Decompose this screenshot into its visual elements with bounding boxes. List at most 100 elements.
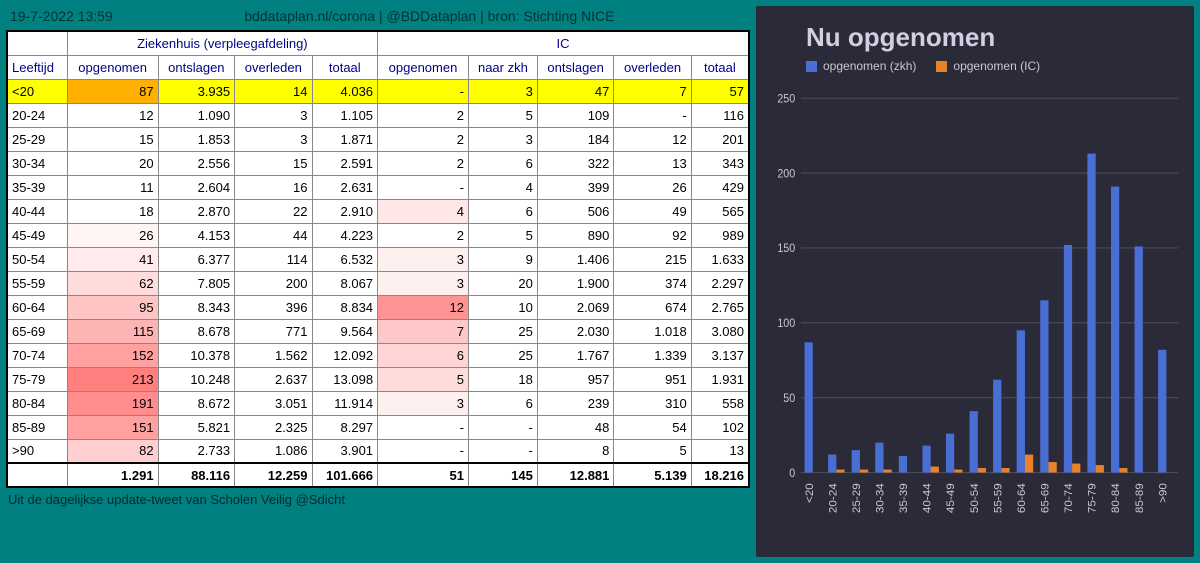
svg-text:150: 150	[777, 243, 795, 256]
cell-value: 8.297	[312, 415, 378, 439]
cell-value: 890	[537, 223, 614, 247]
table-row: 80-841918.6723.05111.91436239310558	[7, 391, 749, 415]
cell-value: 44	[235, 223, 312, 247]
table-row: 50-54416.3771146.532391.4062151.633	[7, 247, 749, 271]
bar	[931, 467, 939, 473]
cell-value: 2.870	[158, 199, 235, 223]
cell-value: 2.297	[691, 271, 749, 295]
table-row: 70-7415210.3781.56212.0926251.7671.3393.…	[7, 343, 749, 367]
cell-value: -	[378, 175, 469, 199]
bar	[1087, 154, 1095, 473]
cell-value: 8.343	[158, 295, 235, 319]
cell-value: 565	[691, 199, 749, 223]
cell-value: 9.564	[312, 319, 378, 343]
cell-value: 109	[537, 103, 614, 127]
cell-value: 2.733	[158, 439, 235, 463]
cell-value: 343	[691, 151, 749, 175]
bar	[828, 455, 836, 473]
left-panel: 19-7-2022 13:59 bddataplan.nl/corona | @…	[6, 6, 750, 557]
cell-age: >90	[7, 439, 67, 463]
table-row: 45-49264.153444.2232589092989	[7, 223, 749, 247]
svg-text:60-64: 60-64	[1016, 483, 1027, 513]
cell-value: 1.767	[537, 343, 614, 367]
cell-value: 310	[614, 391, 691, 415]
group-ic: IC	[378, 31, 749, 55]
cell-value: -	[614, 103, 691, 127]
cell-value: 5	[378, 367, 469, 391]
table-row: 85-891515.8212.3258.297--4854102	[7, 415, 749, 439]
cell-value: 6	[468, 391, 537, 415]
cell-value: 15	[235, 151, 312, 175]
table-row: <20873.935144.036-347757	[7, 79, 749, 103]
table-row: 35-39112.604162.631-439926429	[7, 175, 749, 199]
col-ic-died: overleden	[614, 55, 691, 79]
cell-value: 3.901	[312, 439, 378, 463]
cell-value: 1.090	[158, 103, 235, 127]
cell-age: 25-29	[7, 127, 67, 151]
cell-value: 322	[537, 151, 614, 175]
cell-value: 13.098	[312, 367, 378, 391]
cell-age	[7, 463, 67, 487]
cell-value: 8.678	[158, 319, 235, 343]
svg-text:30-34: 30-34	[875, 483, 886, 513]
cell-value: 2.556	[158, 151, 235, 175]
svg-text:50-54: 50-54	[969, 483, 980, 513]
col-h-died: overleden	[235, 55, 312, 79]
cell-value: 200	[235, 271, 312, 295]
cell-age: 85-89	[7, 415, 67, 439]
cell-age: 55-59	[7, 271, 67, 295]
cell-value: 184	[537, 127, 614, 151]
cell-value: 674	[614, 295, 691, 319]
cell-value: 47	[537, 79, 614, 103]
cell-age: 65-69	[7, 319, 67, 343]
cell-value: 8.834	[312, 295, 378, 319]
cell-value: 25	[468, 319, 537, 343]
cell-age: 70-74	[7, 343, 67, 367]
cell-value: 57	[691, 79, 749, 103]
cell-value: 49	[614, 199, 691, 223]
cell-value: 62	[67, 271, 158, 295]
cell-age: 40-44	[7, 199, 67, 223]
cell-value: 2	[378, 151, 469, 175]
legend-swatch	[806, 61, 817, 72]
svg-text:50: 50	[783, 393, 795, 406]
header-bar: 19-7-2022 13:59 bddataplan.nl/corona | @…	[6, 6, 750, 30]
cell-age: 60-64	[7, 295, 67, 319]
cell-value: 26	[614, 175, 691, 199]
cell-value: 20	[468, 271, 537, 295]
cell-value: 2	[378, 223, 469, 247]
cell-value: 3	[468, 79, 537, 103]
cell-value: 396	[235, 295, 312, 319]
table-row: 40-44182.870222.9104650649565	[7, 199, 749, 223]
cell-value: 1.633	[691, 247, 749, 271]
col-ic-to-hosp: naar zkh	[468, 55, 537, 79]
source-line: bddataplan.nl/corona | @BDDataplan | bro…	[113, 8, 746, 24]
cell-value: 115	[67, 319, 158, 343]
cell-value: 4.223	[312, 223, 378, 247]
cell-value: 1.853	[158, 127, 235, 151]
cell-value: 145	[468, 463, 537, 487]
bar	[884, 470, 892, 473]
cell-value: 101.666	[312, 463, 378, 487]
cell-value: 5	[468, 223, 537, 247]
cell-age: 30-34	[7, 151, 67, 175]
cell-value: 92	[614, 223, 691, 247]
cell-value: 3.051	[235, 391, 312, 415]
table-row: 65-691158.6787719.5647252.0301.0183.080	[7, 319, 749, 343]
group-hospital: Ziekenhuis (verpleegafdeling)	[67, 31, 377, 55]
cell-value: 2	[378, 127, 469, 151]
cell-value: 152	[67, 343, 158, 367]
cell-value: 13	[691, 439, 749, 463]
bar	[993, 380, 1001, 473]
cell-value: -	[378, 79, 469, 103]
legend-label: opgenomen (IC)	[953, 59, 1040, 73]
cell-value: 2.030	[537, 319, 614, 343]
cell-value: 201	[691, 127, 749, 151]
svg-text:<20: <20	[804, 483, 815, 503]
bar	[1025, 455, 1033, 473]
cell-value: 11.914	[312, 391, 378, 415]
cell-value: 102	[691, 415, 749, 439]
cell-value: 506	[537, 199, 614, 223]
cell-value: 5	[468, 103, 537, 127]
cell-value: 951	[614, 367, 691, 391]
